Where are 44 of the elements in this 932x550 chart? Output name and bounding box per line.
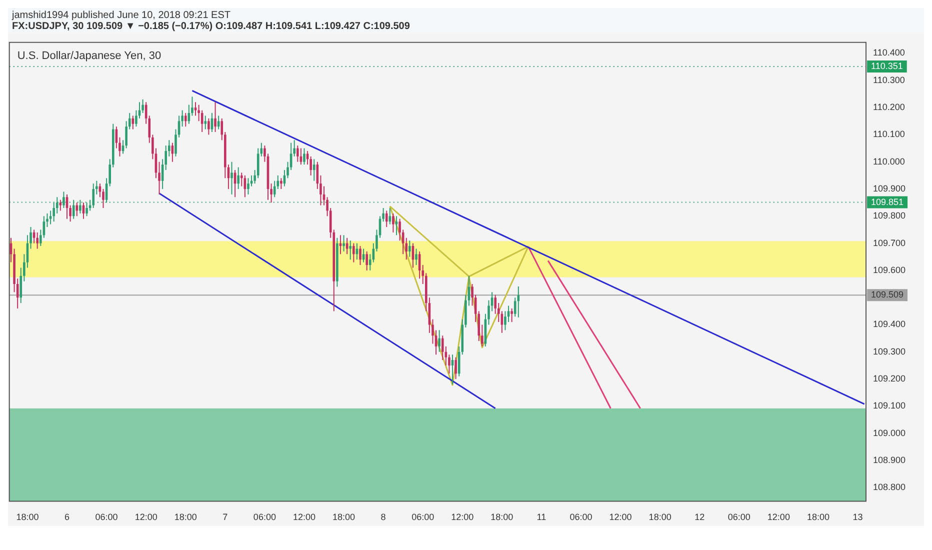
y-tick-label: 109.600: [873, 264, 906, 275]
y-tick-label: 110.100: [873, 129, 905, 140]
x-tick-label: 12:00: [134, 512, 158, 522]
x-tick-label: 12:00: [609, 512, 632, 522]
y-tick-label: 109.400: [873, 319, 906, 330]
y-tick-label: 109.000: [873, 428, 906, 438]
x-tick-label: 12: [694, 512, 705, 522]
x-tick-label: 18:00: [490, 512, 514, 522]
y-tick-label: 110.300: [873, 74, 905, 85]
x-tick-label: 12:00: [767, 512, 790, 522]
x-tick-label: 06:00: [412, 512, 434, 522]
x-tick-label: 6: [64, 512, 70, 522]
text: U.S. Dollar/Japanese Yen, 30: [17, 50, 162, 62]
y-tick-label: 109.200: [873, 374, 906, 384]
text: jamshid1994 published June 10, 2018 09:21 EST: [12, 10, 232, 21]
x-tick-label: 18:00: [648, 512, 672, 522]
y-tick-label: 110.000: [873, 156, 905, 166]
y-tick-label: 110.200: [873, 102, 905, 112]
x-tick-label: 12:00: [292, 512, 316, 522]
y-tick-label: 109.700: [873, 238, 906, 248]
y-tick-label: 108.900: [873, 454, 906, 465]
x-tick-label: 13: [852, 512, 863, 522]
y-tick-label: 110.400: [873, 48, 905, 58]
ref-line-label: 109.851: [871, 196, 904, 207]
ref-line-label: 110.351: [871, 61, 903, 72]
y-tick-label: 109.800: [873, 210, 906, 221]
y-tick-label: 108.800: [873, 482, 906, 492]
x-tick-label: 8: [380, 512, 386, 522]
x-tick-label: 18:00: [332, 512, 356, 522]
x-tick-label: 06:00: [253, 512, 276, 522]
y-tick-label: 109.900: [873, 183, 906, 194]
y-tick-label: 109.300: [873, 346, 906, 356]
x-tick-label: 06:00: [728, 512, 750, 522]
x-tick-label: 18:00: [806, 512, 830, 522]
x-tick-label: 06:00: [570, 512, 592, 522]
y-tick-label: 109.100: [873, 400, 906, 411]
x-tick-label: 18:00: [174, 512, 197, 522]
x-tick-label: 06:00: [95, 512, 118, 522]
x-tick-label: 7: [222, 512, 228, 522]
ref-line-label: 109.509: [871, 290, 904, 300]
x-tick-label: 12:00: [451, 512, 474, 522]
x-tick-label: 18:00: [16, 512, 39, 522]
chart-subtitle: FX:USDJPY, 30 109.509 ▼ −0.185 (−0.17%) O:109.487 H:109.541 L:109.427 C:109.509: [12, 21, 411, 32]
x-tick-label: 11: [536, 512, 546, 522]
